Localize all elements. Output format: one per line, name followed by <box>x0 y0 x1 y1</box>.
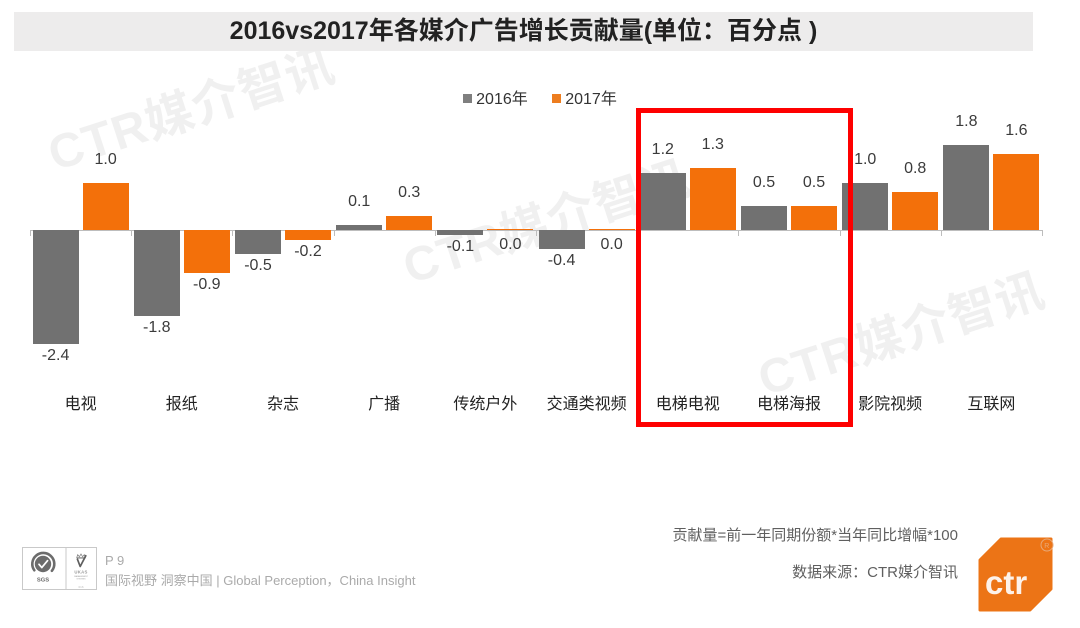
svg-text:SYSTEMS: SYSTEMS <box>76 578 86 580</box>
svg-text:SGS: SGS <box>37 578 49 584</box>
svg-text:ctr: ctr <box>985 564 1027 601</box>
svg-text:016: 016 <box>78 585 83 589</box>
svg-text:UKAS: UKAS <box>74 570 87 575</box>
svg-text:R: R <box>1044 543 1049 550</box>
